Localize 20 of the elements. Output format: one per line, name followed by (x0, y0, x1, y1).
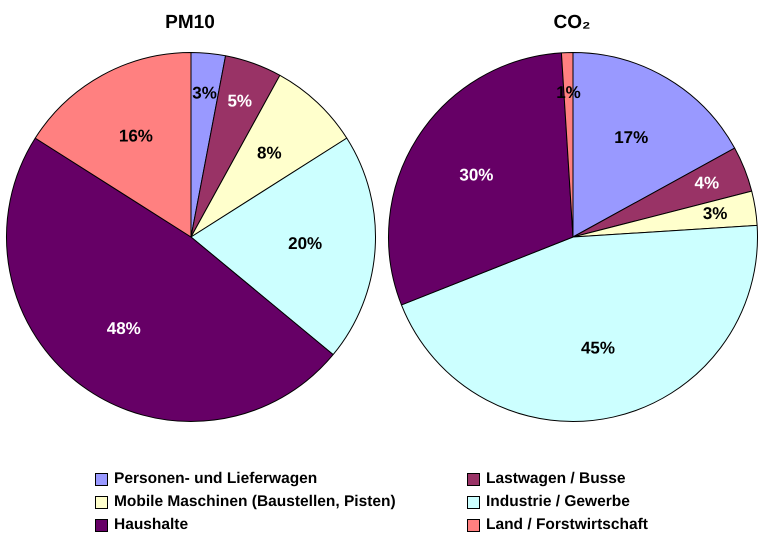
legend-label: Haushalte (114, 516, 188, 534)
data-label: 45% (580, 338, 615, 358)
data-label: 8% (257, 143, 282, 162)
chart-title: CO₂ (552, 12, 592, 34)
chart-title: PM10 (164, 12, 216, 34)
legend-label: Personen- und Lieferwagen (114, 470, 318, 488)
legend-label: Land / Forstwirtschaft (486, 516, 648, 534)
data-label: 3% (702, 204, 728, 224)
data-label: 20% (288, 234, 322, 253)
data-label: 4% (694, 174, 720, 193)
data-label: 1% (556, 82, 581, 102)
data-label: 17% (614, 128, 648, 148)
legend-label: Mobile Maschinen (Baustellen, Pisten) (114, 493, 396, 511)
data-label: 16% (118, 126, 153, 146)
legend-label: Lastwagen / Busse (486, 470, 626, 488)
data-label: 30% (459, 165, 494, 184)
legend-label: Industrie / Gewerbe (486, 493, 630, 511)
data-label: 3% (192, 83, 217, 102)
data-label: 48% (106, 319, 141, 338)
data-label: 5% (227, 91, 252, 110)
